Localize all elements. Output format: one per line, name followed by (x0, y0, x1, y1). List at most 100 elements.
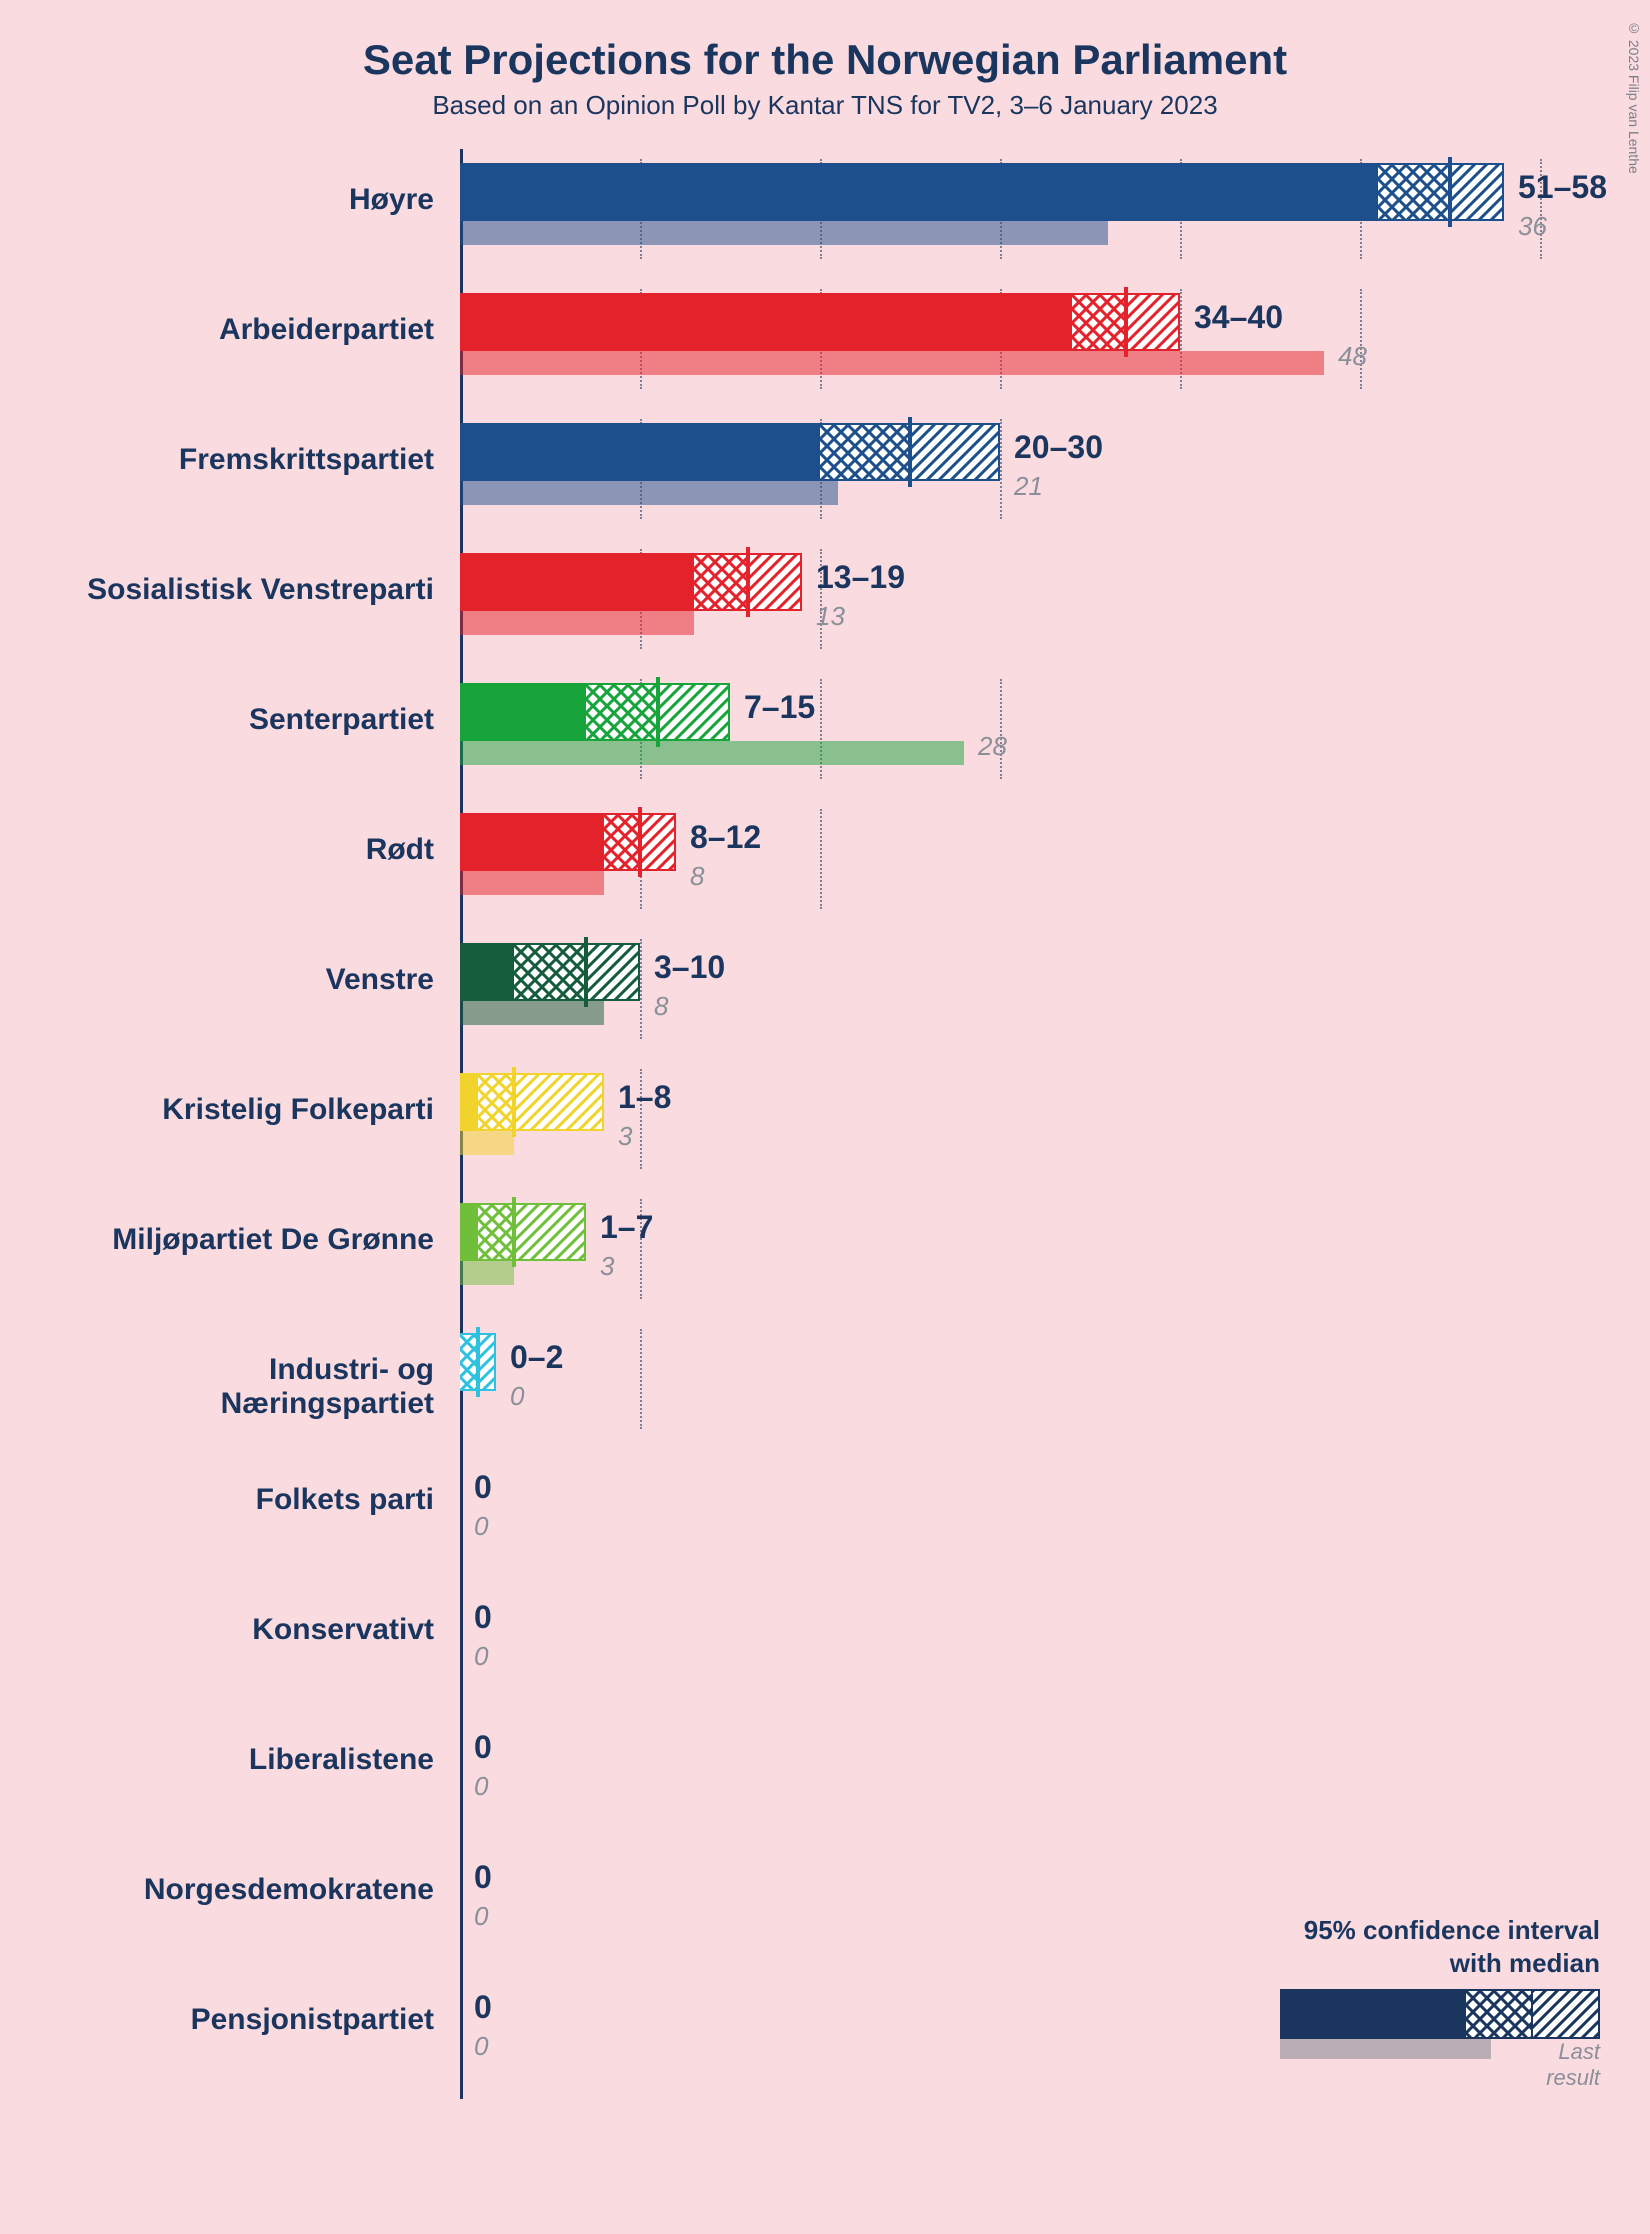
range-label: 0 (474, 1599, 492, 1636)
party-row: Liberalistene00 (80, 1709, 1610, 1839)
bar-ci-upper (910, 423, 1000, 481)
party-label: Industri- og Næringspartiet (80, 1353, 450, 1421)
bar-solid (460, 423, 820, 481)
party-row: Industri- og Næringspartiet0–20 (80, 1319, 1610, 1449)
party-label: Fremskrittspartiet (80, 443, 450, 477)
bar-group: 00 (460, 1449, 1610, 1579)
party-row: Miljøpartiet De Grønne1–73 (80, 1189, 1610, 1319)
party-row: Sosialistisk Venstreparti 13–1913 (80, 539, 1610, 669)
median-marker (908, 417, 912, 487)
range-label: 0 (474, 1859, 492, 1896)
bar-group: 34–40 48 (460, 279, 1610, 409)
bar-group: 0–20 (460, 1319, 1610, 1449)
gridline (820, 809, 822, 909)
legend-bar-solid (1280, 1989, 1466, 2039)
range-label: 34–40 (1194, 299, 1283, 336)
median-marker (746, 547, 750, 617)
bar-group: 51–5836 (460, 149, 1610, 279)
legend-sample: Last result (1280, 1989, 1600, 2069)
legend-line2: with median (1450, 1948, 1600, 1978)
median-marker (638, 807, 642, 877)
bar-solid (460, 1073, 478, 1131)
bar-ci-lower (478, 1073, 514, 1131)
range-label: 3–10 (654, 949, 725, 986)
range-label: 0 (474, 1729, 492, 1766)
last-result-label: 0 (474, 1511, 488, 1542)
median-marker (476, 1327, 480, 1397)
last-result-label: 0 (474, 2031, 488, 2062)
party-label: Venstre (80, 963, 450, 997)
bar-last-result (460, 221, 1108, 245)
bar-ci-lower (586, 683, 658, 741)
last-result-label: 3 (618, 1121, 632, 1152)
range-label: 1–7 (600, 1209, 653, 1246)
range-label: 20–30 (1014, 429, 1103, 466)
range-label: 1–8 (618, 1079, 671, 1116)
bar-last-result (460, 741, 964, 765)
legend-bar-last (1280, 2039, 1491, 2059)
median-marker (656, 677, 660, 747)
bar-solid (460, 163, 1378, 221)
last-result-label: 0 (474, 1771, 488, 1802)
legend-title: 95% confidence interval with median (1280, 1914, 1600, 1979)
bar-solid (460, 813, 604, 871)
bar-ci-upper (514, 1073, 604, 1131)
bar-ci-upper (658, 683, 730, 741)
bar-group: 13–1913 (460, 539, 1610, 669)
bar-last-result (460, 481, 838, 505)
last-result-label: 0 (510, 1381, 524, 1412)
median-marker (1448, 157, 1452, 227)
last-result-label: 3 (600, 1251, 614, 1282)
bar-solid (460, 683, 586, 741)
last-result-label: 21 (1014, 471, 1043, 502)
bar-ci-lower (478, 1203, 514, 1261)
party-label: Pensjonistpartiet (80, 2003, 450, 2037)
range-label: 8–12 (690, 819, 761, 856)
range-label: 0 (474, 1469, 492, 1506)
party-row: Arbeiderpartiet34–4048 (80, 279, 1610, 409)
party-row: Høyre 51–5836 (80, 149, 1610, 279)
median-marker (512, 1067, 516, 1137)
bar-ci-upper (1126, 293, 1180, 351)
gridline (640, 1329, 642, 1429)
bar-group: 00 (460, 1709, 1610, 1839)
gridline (1000, 679, 1002, 779)
party-label: Norgesdemokratene (80, 1873, 450, 1907)
bar-group: 20–30 21 (460, 409, 1610, 539)
gridline (640, 939, 642, 1039)
bar-group: 00 (460, 1579, 1610, 1709)
range-label: 0 (474, 1989, 492, 2026)
bar-last-result (460, 1001, 604, 1025)
party-label: Høyre (80, 183, 450, 217)
gridline (1000, 419, 1002, 519)
bar-ci-upper (748, 553, 802, 611)
last-result-label: 48 (1338, 341, 1367, 372)
bar-ci-lower (694, 553, 748, 611)
bar-ci-upper (640, 813, 676, 871)
legend: 95% confidence interval with median Last… (1280, 1914, 1600, 2069)
party-row: Senterpartiet7–1528 (80, 669, 1610, 799)
legend-line1: 95% confidence interval (1304, 1915, 1600, 1945)
bar-ci-lower (604, 813, 640, 871)
party-label: Miljøpartiet De Grønne (80, 1223, 450, 1257)
last-result-label: 0 (474, 1641, 488, 1672)
bar-ci-upper (1450, 163, 1504, 221)
party-label: Senterpartiet (80, 703, 450, 737)
range-label: 7–15 (744, 689, 815, 726)
chart-title: Seat Projections for the Norwegian Parli… (40, 36, 1610, 84)
last-result-label: 0 (474, 1901, 488, 1932)
last-result-label: 13 (816, 601, 845, 632)
bar-group: 1–73 (460, 1189, 1610, 1319)
range-label: 0–2 (510, 1339, 563, 1376)
party-row: Kristelig Folkeparti1–83 (80, 1059, 1610, 1189)
bar-last-result (460, 1131, 514, 1155)
party-row: Venstre3–108 (80, 929, 1610, 1059)
legend-bar-hatch2 (1533, 1989, 1600, 2039)
party-row: Folkets parti00 (80, 1449, 1610, 1579)
party-label: Sosialistisk Venstreparti (80, 573, 450, 607)
bar-ci-upper (514, 1203, 586, 1261)
party-label: Liberalistene (80, 1743, 450, 1777)
party-label: Konservativt (80, 1613, 450, 1647)
bar-solid (460, 293, 1072, 351)
last-result-label: 36 (1518, 211, 1547, 242)
